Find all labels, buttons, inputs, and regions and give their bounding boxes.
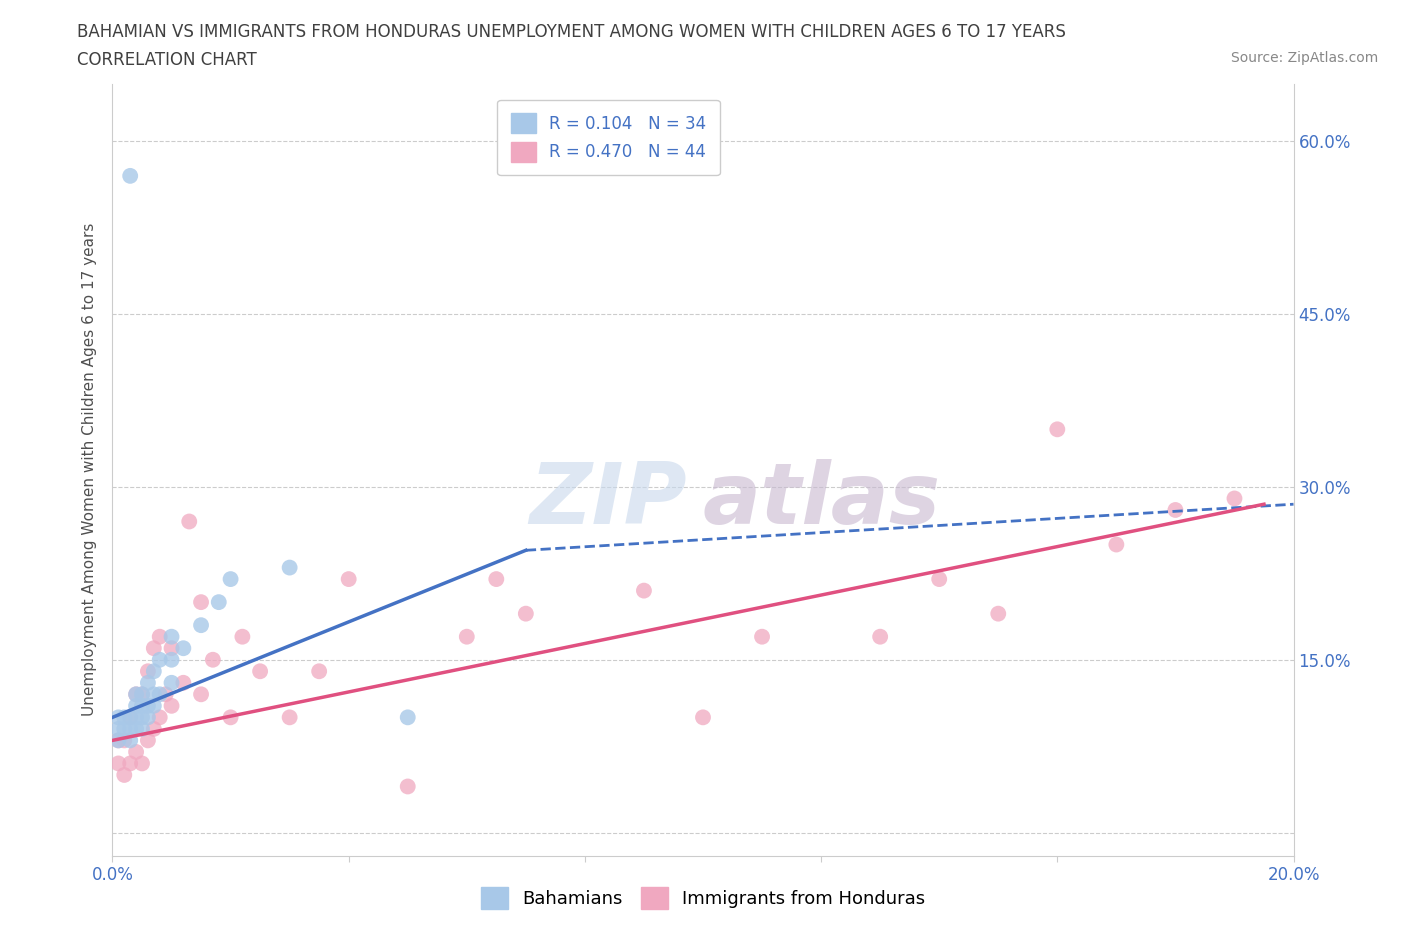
Point [337,572,360,587]
Point [120,168,142,183]
Point [160,641,183,656]
Point [751,630,773,644]
Text: CORRELATION CHART: CORRELATION CHART [77,51,257,69]
Point [136,698,159,713]
Point [201,652,224,667]
Text: Source: ZipAtlas.com: Source: ZipAtlas.com [1230,51,1378,65]
Point [172,675,194,690]
Point [120,710,142,724]
Point [136,710,159,724]
Point [107,733,129,748]
Point [208,594,231,609]
Point [131,710,153,724]
Point [149,630,172,644]
Point [112,767,135,782]
Legend: Bahamians, Immigrants from Honduras: Bahamians, Immigrants from Honduras [474,880,932,916]
Point [112,733,135,748]
Point [149,687,172,702]
Point [120,756,142,771]
Point [131,687,153,702]
Point [987,606,1010,621]
Point [515,606,537,621]
Point [1223,491,1246,506]
Point [1046,422,1069,437]
Y-axis label: Unemployment Among Women with Children Ages 6 to 17 years: Unemployment Among Women with Children A… [82,223,97,716]
Point [142,664,165,679]
Point [249,664,271,679]
Text: ZIP: ZIP [530,459,688,542]
Point [136,664,159,679]
Point [219,710,242,724]
Point [633,583,655,598]
Point [107,722,129,737]
Point [172,641,194,656]
Point [219,572,242,587]
Text: BAHAMIAN VS IMMIGRANTS FROM HONDURAS UNEMPLOYMENT AMONG WOMEN WITH CHILDREN AGES: BAHAMIAN VS IMMIGRANTS FROM HONDURAS UNE… [77,23,1066,41]
Point [131,722,153,737]
Point [125,745,148,760]
Point [107,710,129,724]
Point [396,779,419,794]
Point [278,710,301,724]
Point [112,710,135,724]
Point [120,733,142,748]
Point [149,710,172,724]
Point [160,652,183,667]
Point [179,514,201,529]
Point [485,572,508,587]
Point [112,722,135,737]
Point [692,710,714,724]
Point [136,733,159,748]
Point [142,687,165,702]
Point [160,698,183,713]
Point [131,756,153,771]
Point [190,594,212,609]
Point [278,560,301,575]
Point [396,710,419,724]
Point [107,756,129,771]
Point [190,618,212,632]
Point [308,664,330,679]
Point [160,630,183,644]
Point [869,630,891,644]
Legend: R = 0.104   N = 34, R = 0.470   N = 44: R = 0.104 N = 34, R = 0.470 N = 44 [498,100,720,176]
Point [1105,538,1128,552]
Point [928,572,950,587]
Point [142,698,165,713]
Point [120,722,142,737]
Point [142,722,165,737]
Text: atlas: atlas [702,459,941,542]
Point [155,687,177,702]
Point [125,698,148,713]
Point [125,710,148,724]
Point [131,687,153,702]
Point [125,687,148,702]
Point [456,630,478,644]
Point [125,687,148,702]
Point [1164,502,1187,517]
Point [107,733,129,748]
Point [131,698,153,713]
Point [136,675,159,690]
Point [125,722,148,737]
Point [142,641,165,656]
Point [190,687,212,702]
Point [231,630,253,644]
Point [149,652,172,667]
Point [160,675,183,690]
Point [120,710,142,724]
